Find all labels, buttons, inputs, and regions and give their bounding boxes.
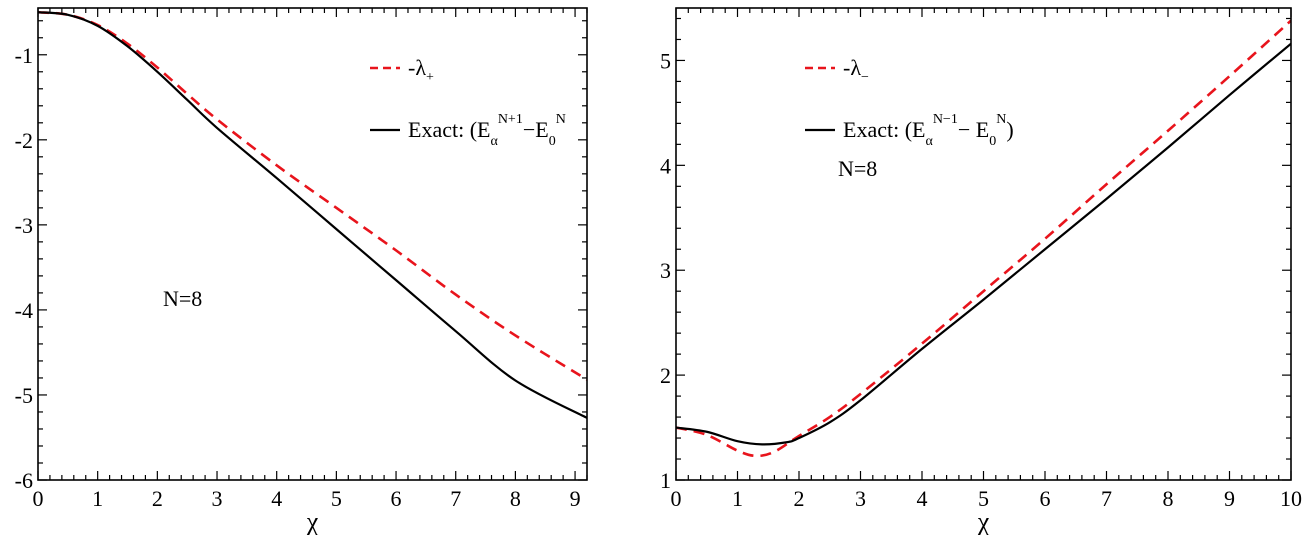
x-tick-label: 2 <box>152 486 163 511</box>
legend: -λ+ Exact: (EαN+1−E0N <box>370 55 566 149</box>
x-tick-label: 3 <box>212 486 223 511</box>
x-tick-label: 6 <box>391 486 402 511</box>
y-tick-label: -4 <box>15 298 33 323</box>
legend-label: -λ− <box>843 55 869 85</box>
x-tick-label: 8 <box>1163 486 1174 511</box>
y-tick-label: 1 <box>660 468 671 493</box>
y-tick-label: -3 <box>15 213 33 238</box>
x-tick-label: 3 <box>855 486 866 511</box>
x-tick-label: 2 <box>794 486 805 511</box>
x-tick-label: 5 <box>331 486 342 511</box>
x-tick-label: 0 <box>671 486 682 511</box>
x-tick-label: 0 <box>33 486 44 511</box>
legend-label: Exact: (EαN+1−E0N <box>408 112 566 149</box>
x-axis-title: χ <box>306 507 319 535</box>
x-tick-label: 4 <box>271 486 282 511</box>
x-tick-label: 4 <box>917 486 928 511</box>
plot-frame <box>675 7 1292 481</box>
legend-label: Exact: (EαN−1− E0N) <box>843 112 1014 149</box>
x-tick-label: 7 <box>450 486 461 511</box>
series-line-exact <box>676 42 1291 446</box>
x-tick-label: 8 <box>510 486 521 511</box>
x-axis-title: χ <box>977 507 990 535</box>
y-tick-label: 4 <box>660 153 671 178</box>
series-line-lambda <box>38 10 587 381</box>
left-chart-panel: 0 1 2 3 4 5 6 7 8 9 -6 -5 -4 -3 -2 -1 χ N=8 -λ+ Exact: (EαN… <box>15 7 588 535</box>
annotation-n8: N=8 <box>163 286 202 311</box>
x-tick-label: 9 <box>570 486 581 511</box>
y-tick-label: -5 <box>15 383 33 408</box>
x-tick-label: 5 <box>978 486 989 511</box>
y-tick-label: -2 <box>15 128 33 153</box>
legend-label: -λ+ <box>408 55 434 85</box>
y-tick-label: 5 <box>660 48 671 73</box>
series-line-exact <box>38 11 587 419</box>
y-tick-label: 3 <box>660 258 671 283</box>
plot-frame <box>37 7 588 481</box>
x-tick-label: 6 <box>1040 486 1051 511</box>
y-tick-label: -1 <box>15 43 33 68</box>
y-tick-label: 2 <box>660 363 671 388</box>
annotation-n8: N=8 <box>838 156 877 181</box>
x-tick-label: 1 <box>732 486 743 511</box>
y-tick-label: -6 <box>15 468 33 493</box>
x-tick-label: 10 <box>1280 486 1302 511</box>
x-tick-label: 9 <box>1224 486 1235 511</box>
x-tick-label: 1 <box>92 486 103 511</box>
series-line-lambda <box>676 19 1291 458</box>
x-tick-label: 7 <box>1101 486 1112 511</box>
legend: -λ− Exact: (EαN−1− E0N) <box>805 55 1014 149</box>
